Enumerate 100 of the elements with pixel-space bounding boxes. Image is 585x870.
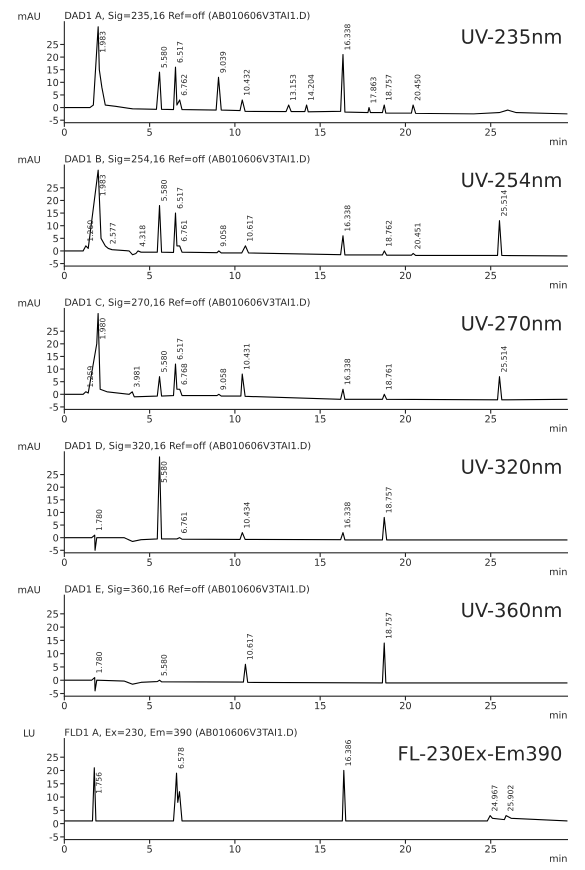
annotation: UV-360nm	[462, 602, 561, 618]
y-tick-label: 0	[53, 676, 58, 684]
y-tick-label: -5	[50, 260, 58, 268]
annotation: UV-320nm	[462, 459, 561, 474]
x-tick-label: 5	[147, 702, 152, 710]
x-tick-label: 10	[230, 415, 240, 423]
x-tick-label: 5	[147, 558, 152, 566]
y-tick-label: 5	[53, 378, 58, 386]
x-tick-label: 20	[400, 272, 411, 280]
chart-title: FLD1 A, Ex=230, Em=390 (AB010606V3TAI1.D)	[65, 728, 297, 738]
x-tick-label: 15	[315, 272, 326, 280]
chart-title: DAD1 B, Sig=254,16 Ref=off (AB010606V3TAI1.D)	[65, 154, 310, 164]
y-tick-label: 15	[47, 636, 58, 644]
y-tick-label: -5	[50, 116, 58, 124]
y-axis-title: mAU	[18, 156, 40, 164]
line-series	[64, 767, 568, 822]
y-axis-title: mAU	[18, 586, 40, 594]
annotation: UV-235nm	[462, 29, 561, 44]
y-tick-label: -5	[50, 834, 58, 841]
x-tick-label: 20	[400, 845, 411, 853]
annotation: FL-230Ex-Em390	[399, 746, 562, 761]
y-tick-label: 0	[53, 390, 58, 398]
y-tick-label: 0	[53, 820, 58, 828]
y-tick-label: 5	[53, 664, 58, 671]
y-tick-label: 0	[53, 104, 58, 112]
y-tick-label: 25	[47, 754, 58, 762]
chart-title: DAD1 A, Sig=235,16 Ref=off (AB010606V3TAI1.D)	[65, 12, 310, 21]
y-tick-label: 10	[47, 650, 58, 658]
x-tick-label: 5	[147, 272, 152, 280]
y-axis-title: mAU	[18, 442, 40, 450]
y-tick-label: 20	[47, 340, 58, 348]
line-series	[64, 312, 568, 400]
y-axis-title: mAU	[18, 299, 40, 307]
x-tick-label: 10	[230, 702, 240, 710]
x-tick-label: 10	[230, 845, 240, 853]
y-tick-label: 20	[47, 484, 58, 492]
x-tick-label: 0	[62, 845, 67, 853]
x-tick-label: 5	[147, 845, 152, 853]
x-axis-title: min	[550, 138, 567, 146]
y-tick-label: 5	[53, 234, 58, 242]
x-tick-label: 10	[230, 558, 240, 566]
y-tick-label: 5	[53, 522, 58, 529]
annotation: UV-270nm	[462, 316, 561, 331]
x-tick-label: 10	[230, 128, 240, 136]
x-axis-title: min	[550, 854, 567, 862]
y-tick-label: 10	[47, 794, 58, 801]
x-tick-label: 0	[62, 128, 67, 136]
x-tick-label: 20	[400, 128, 411, 136]
line-series	[64, 170, 568, 257]
y-axis-title: LU	[24, 729, 34, 737]
x-tick-label: 15	[315, 415, 326, 423]
y-tick-label: 20	[47, 766, 58, 774]
y-tick-label: 15	[47, 66, 58, 74]
y-tick-label: 15	[47, 496, 58, 504]
x-tick-label: 15	[315, 558, 326, 566]
x-tick-label: 15	[315, 845, 326, 853]
x-tick-label: 25	[485, 845, 496, 853]
x-axis-title: min	[550, 711, 567, 719]
y-tick-label: 10	[47, 366, 58, 373]
y-tick-label: 25	[47, 610, 58, 618]
x-tick-label: 15	[315, 128, 326, 136]
x-tick-label: 5	[147, 128, 152, 136]
y-tick-label: -5	[50, 404, 58, 411]
x-tick-label: 25	[485, 702, 496, 710]
y-tick-label: -5	[50, 546, 58, 554]
y-tick-label: 20	[47, 196, 58, 204]
x-tick-label: 0	[62, 702, 67, 710]
x-tick-label: 15	[315, 702, 326, 710]
x-tick-label: 0	[62, 558, 67, 566]
y-tick-label: 0	[53, 534, 58, 542]
x-axis-title: min	[550, 281, 567, 288]
y-tick-label: 5	[53, 92, 58, 99]
annotation: UV-254nm	[462, 172, 561, 188]
chart-title: DAD1 E, Sig=360,16 Ref=off (AB010606V3TAI1.D)	[65, 585, 309, 594]
x-axis-title: min	[550, 568, 567, 576]
y-tick-label: 10	[47, 508, 58, 516]
y-tick-label: 15	[47, 353, 58, 360]
line-series	[64, 26, 568, 114]
x-tick-label: 25	[485, 272, 496, 280]
y-tick-label: 20	[47, 624, 58, 631]
y-tick-label: 10	[47, 78, 58, 86]
y-tick-label: 25	[47, 471, 58, 478]
y-tick-label: 5	[53, 806, 58, 814]
line-series	[64, 456, 568, 551]
x-tick-label: 20	[400, 558, 411, 566]
y-tick-label: 15	[47, 780, 58, 788]
y-tick-label: 25	[47, 328, 58, 336]
y-tick-label: 0	[53, 247, 58, 255]
x-tick-label: 10	[230, 272, 240, 280]
y-tick-label: 15	[47, 210, 58, 217]
x-tick-label: 20	[400, 702, 411, 710]
x-tick-label: 0	[62, 415, 67, 423]
x-tick-label: 5	[147, 415, 152, 423]
x-tick-label: 25	[485, 415, 496, 423]
chart-title: DAD1 D, Sig=320,16 Ref=off (AB010606V3TAI1.D)	[65, 442, 310, 452]
y-tick-label: -5	[50, 690, 58, 698]
x-tick-label: 20	[400, 415, 411, 423]
y-tick-label: 10	[47, 222, 58, 230]
x-tick-label: 25	[485, 558, 496, 566]
y-tick-label: 25	[47, 40, 58, 48]
